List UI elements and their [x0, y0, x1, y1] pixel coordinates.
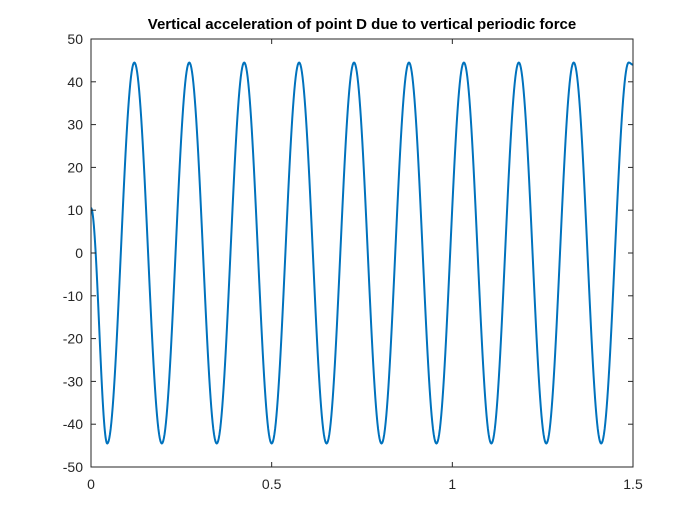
x-tick-label: 1.5	[623, 476, 643, 492]
y-tick-label: -40	[63, 416, 83, 432]
x-tick-label: 0.5	[262, 476, 282, 492]
y-tick-label: -10	[63, 288, 83, 304]
curve-layer	[91, 61, 633, 445]
y-tick-label: -50	[63, 459, 83, 475]
chart-title: Vertical acceleration of point D due to …	[148, 16, 576, 33]
x-tick-label: 0	[87, 476, 95, 492]
y-tick-label: 20	[67, 159, 83, 175]
axes-layer: 0 0.5 1 1.5 -50 -40 -30 -20 -10 0 10 20 30 40 50	[63, 31, 643, 492]
y-tick-label: 30	[67, 117, 83, 133]
y-tick-label: 50	[67, 31, 83, 47]
series-line	[91, 61, 633, 445]
x-tick-label: 1	[448, 476, 456, 492]
y-tick-label: 10	[67, 202, 83, 218]
y-tick-label: -30	[63, 373, 83, 389]
y-tick-label: -20	[63, 331, 83, 347]
axes-background	[91, 39, 633, 467]
y-tick-label: 0	[75, 245, 83, 261]
y-tick-label: 40	[67, 74, 83, 90]
